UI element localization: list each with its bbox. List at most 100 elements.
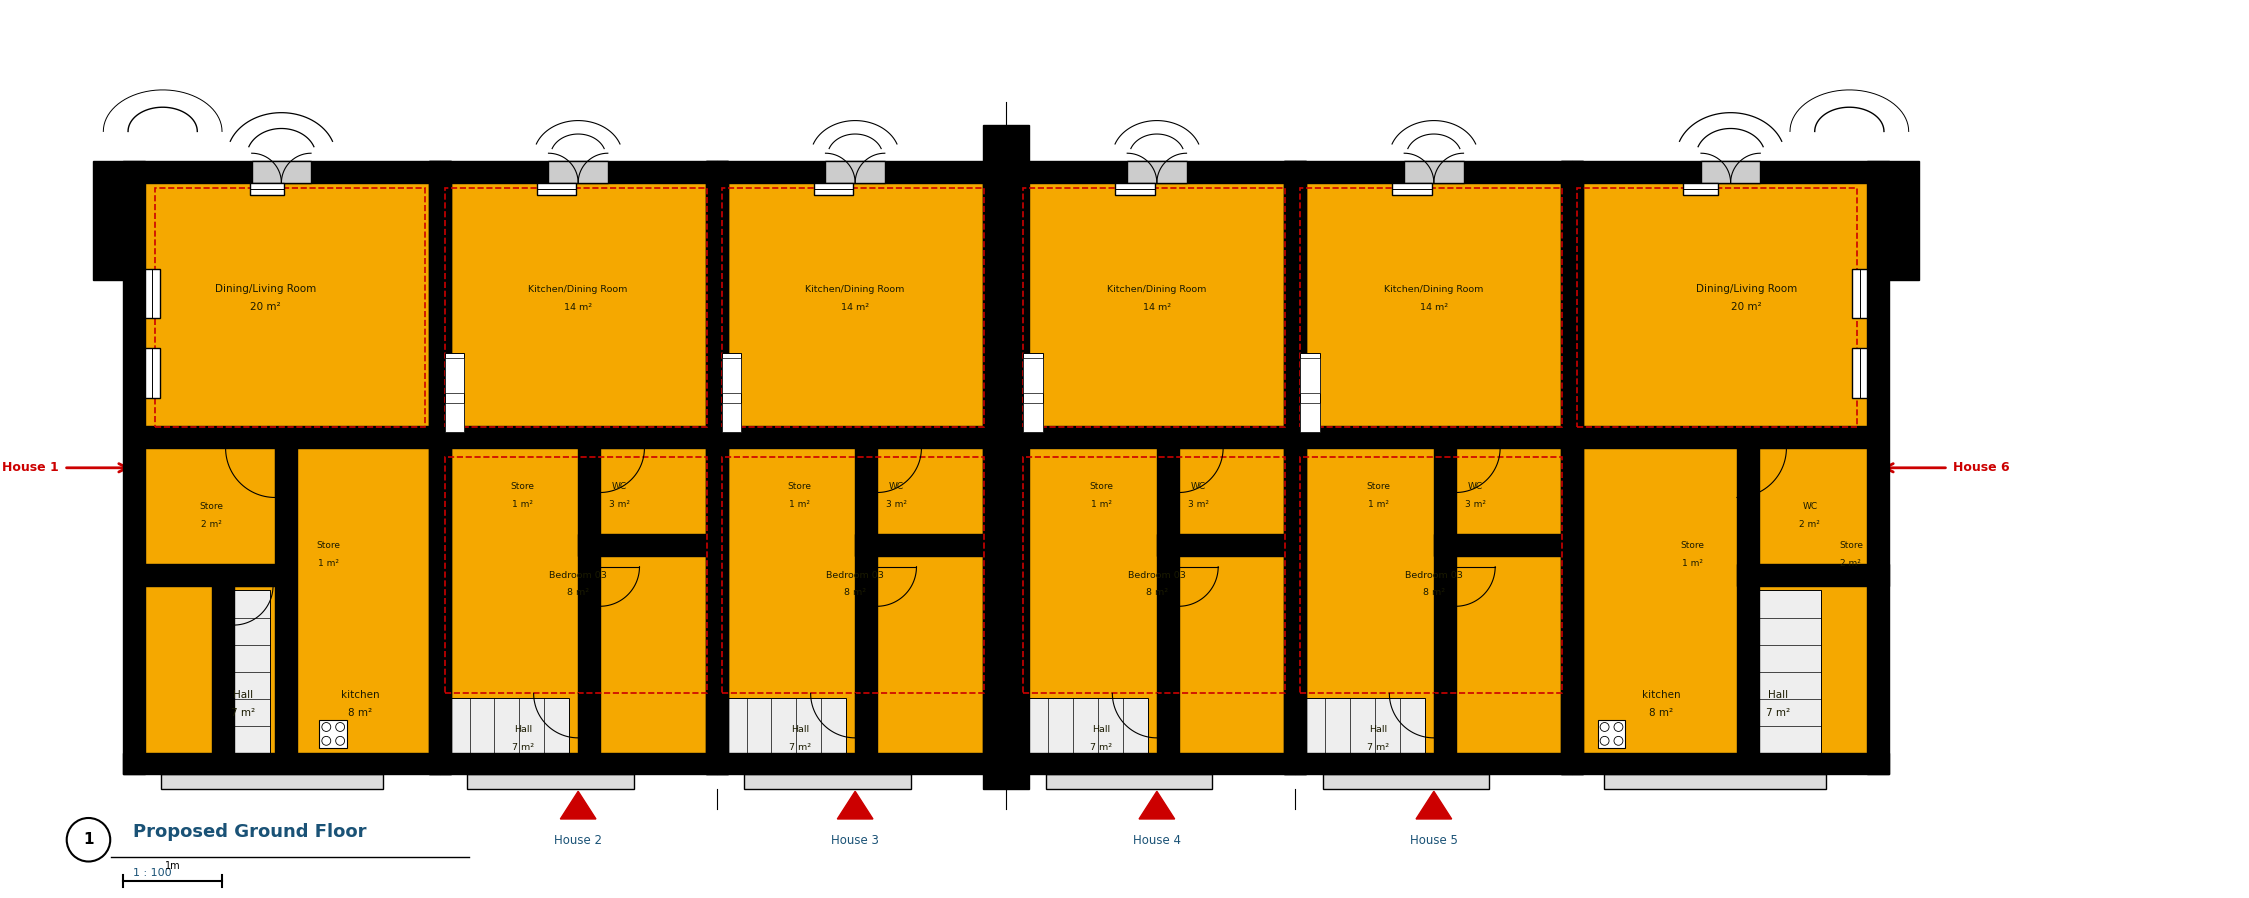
Text: 1 m²: 1 m² xyxy=(513,500,533,509)
Bar xyxy=(1295,161,1572,183)
Bar xyxy=(1435,437,1455,753)
Bar xyxy=(1019,161,1295,183)
Bar xyxy=(717,753,994,774)
Bar xyxy=(1295,427,1572,448)
Bar xyxy=(1116,183,1156,195)
Text: Store: Store xyxy=(511,482,535,491)
Bar xyxy=(1023,358,1044,392)
Text: Hall: Hall xyxy=(1370,726,1388,735)
Bar xyxy=(144,427,439,448)
Text: kitchen: kitchen xyxy=(342,691,380,700)
Text: House 4: House 4 xyxy=(1133,834,1181,847)
Text: House 6: House 6 xyxy=(1952,462,2011,474)
Bar xyxy=(1300,188,1563,427)
Text: Store: Store xyxy=(1840,541,1862,550)
Text: 14 m²: 14 m² xyxy=(841,303,868,312)
Bar xyxy=(578,437,600,753)
Text: 1 m²: 1 m² xyxy=(1091,500,1111,509)
Bar xyxy=(1700,161,1761,183)
Text: 7 m²: 7 m² xyxy=(1765,709,1790,718)
Polygon shape xyxy=(837,791,873,819)
Bar xyxy=(124,161,144,774)
Bar xyxy=(445,402,463,432)
Text: 7 m²: 7 m² xyxy=(232,709,256,718)
Text: 1 m²: 1 m² xyxy=(319,559,340,568)
Text: Store: Store xyxy=(787,482,812,491)
Bar xyxy=(549,161,607,183)
Text: WC: WC xyxy=(888,482,904,491)
Bar xyxy=(1392,183,1433,195)
Text: 3 m²: 3 m² xyxy=(886,500,906,509)
Bar xyxy=(1284,161,1307,774)
Bar xyxy=(1889,161,1918,280)
Bar xyxy=(983,161,1005,774)
Text: Kitchen/Dining Room: Kitchen/Dining Room xyxy=(529,285,627,294)
Bar xyxy=(252,161,310,183)
Bar xyxy=(162,774,382,789)
Bar xyxy=(439,427,717,448)
Bar xyxy=(1046,774,1212,789)
Bar xyxy=(124,161,1889,774)
Text: 14 m²: 14 m² xyxy=(564,303,591,312)
Bar xyxy=(216,591,270,753)
Text: 14 m²: 14 m² xyxy=(1419,303,1448,312)
Bar xyxy=(319,720,346,748)
Text: Hall: Hall xyxy=(234,691,254,700)
Bar xyxy=(855,437,877,753)
Bar xyxy=(1604,774,1826,789)
Bar xyxy=(94,161,124,280)
Text: Dining/Living Room: Dining/Living Room xyxy=(216,285,317,295)
Bar xyxy=(1853,269,1867,319)
Text: 3 m²: 3 m² xyxy=(609,500,630,509)
Text: WC: WC xyxy=(1469,482,1482,491)
Text: 1 m²: 1 m² xyxy=(1367,500,1390,509)
Bar xyxy=(1577,188,1858,427)
Bar xyxy=(445,699,569,753)
Text: Hall: Hall xyxy=(1768,691,1788,700)
Text: Bedroom 03: Bedroom 03 xyxy=(825,570,884,579)
Bar xyxy=(983,125,1030,789)
Bar xyxy=(825,161,884,183)
Text: 7 m²: 7 m² xyxy=(789,744,812,753)
Polygon shape xyxy=(1138,791,1174,819)
Bar xyxy=(855,534,983,556)
Text: 8 m²: 8 m² xyxy=(349,709,373,718)
Bar xyxy=(1300,402,1320,432)
Bar xyxy=(250,183,283,195)
Bar xyxy=(1023,699,1147,753)
Text: 2 m²: 2 m² xyxy=(1799,520,1819,529)
Bar xyxy=(1561,161,1583,774)
Bar xyxy=(1435,534,1561,556)
Text: 2 m²: 2 m² xyxy=(202,520,223,529)
Text: 1 m²: 1 m² xyxy=(1682,559,1702,568)
Bar xyxy=(1572,161,1889,183)
Bar xyxy=(1019,427,1295,448)
Text: WC: WC xyxy=(612,482,627,491)
Bar xyxy=(144,564,288,585)
Bar xyxy=(1300,699,1426,753)
Bar xyxy=(144,269,160,319)
Text: 7 m²: 7 m² xyxy=(513,744,533,753)
Bar xyxy=(1300,457,1563,693)
Text: Bedroom 03: Bedroom 03 xyxy=(549,570,607,579)
Bar xyxy=(1597,720,1626,748)
Text: House 5: House 5 xyxy=(1410,834,1457,847)
Bar xyxy=(445,353,463,432)
Text: 20 m²: 20 m² xyxy=(1732,302,1761,312)
Bar xyxy=(1561,161,1583,774)
Text: 1: 1 xyxy=(83,832,94,847)
Bar xyxy=(439,753,717,774)
Polygon shape xyxy=(560,791,596,819)
Bar xyxy=(538,183,576,195)
Bar xyxy=(722,358,742,392)
Bar xyxy=(430,161,450,774)
Bar xyxy=(445,358,463,392)
Bar xyxy=(1023,402,1044,432)
Bar xyxy=(1682,183,1718,195)
Text: 8 m²: 8 m² xyxy=(567,588,589,597)
Bar xyxy=(722,402,742,432)
Bar xyxy=(1572,753,1889,774)
Bar xyxy=(722,188,983,427)
Bar xyxy=(717,427,994,448)
Text: Store: Store xyxy=(1680,541,1705,550)
